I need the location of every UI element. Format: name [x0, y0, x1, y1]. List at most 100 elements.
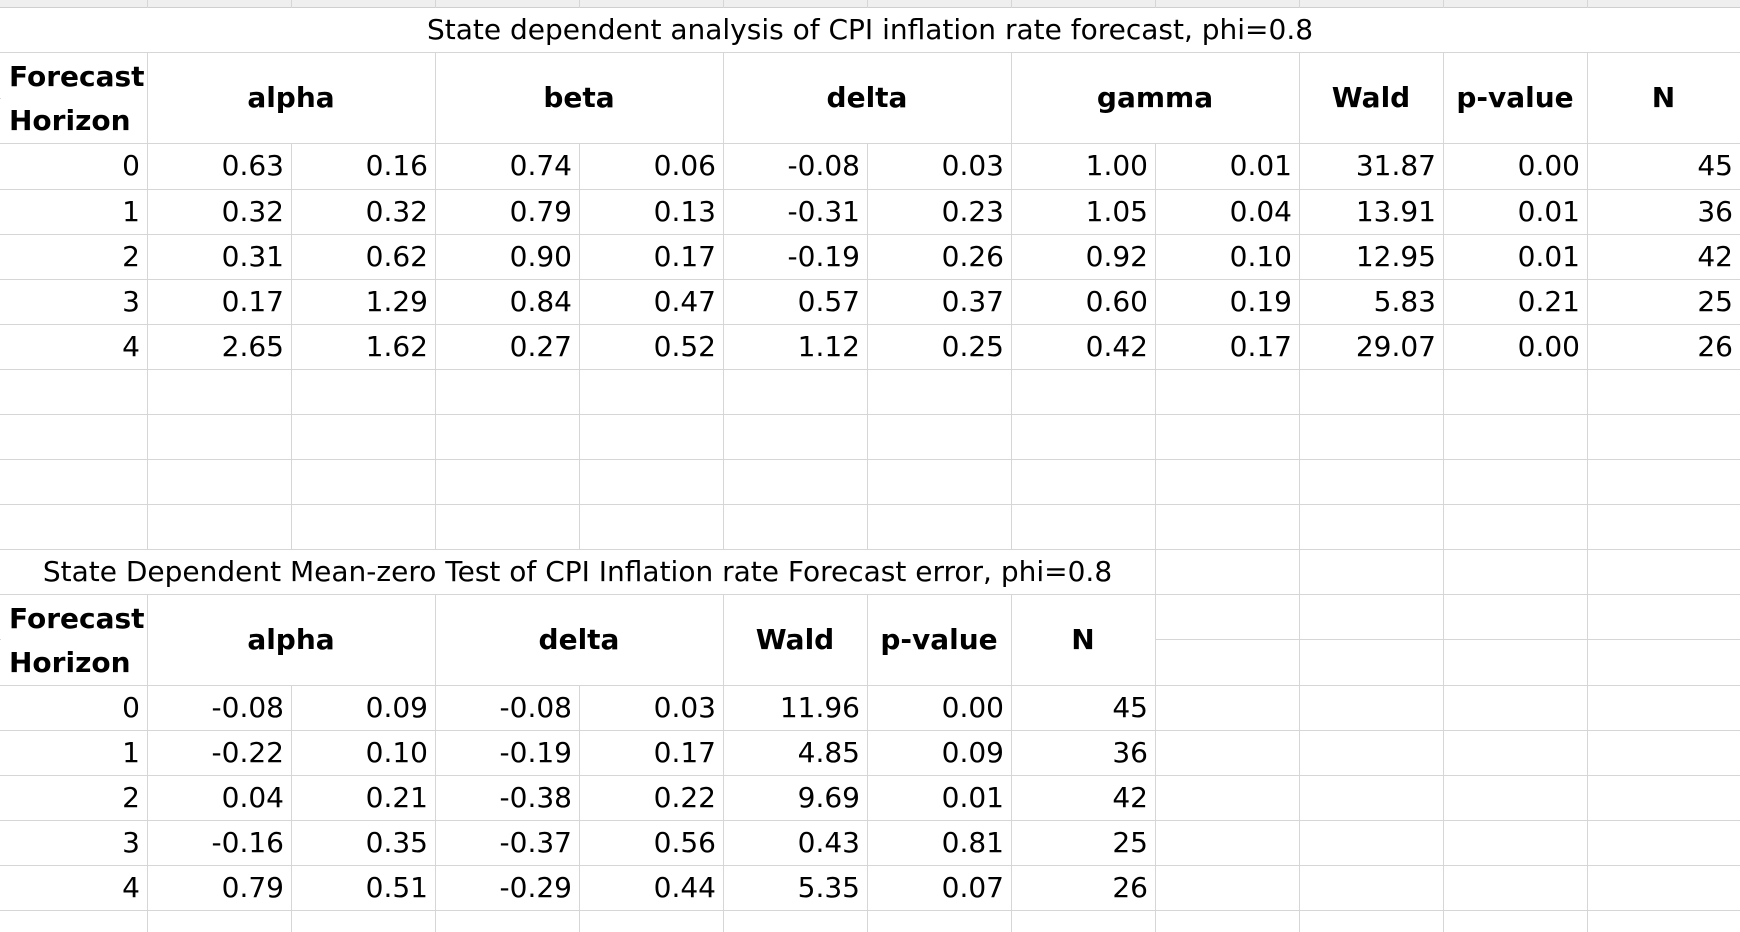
table1-cell: 0.16	[365, 149, 428, 182]
table1-header-alpha: alpha	[247, 81, 335, 114]
table1-cell: 0.90	[509, 240, 572, 273]
table2-cell: 0.01	[941, 781, 1004, 814]
table2-cell: 0.10	[365, 736, 428, 769]
table1-cell: 25	[1697, 285, 1733, 318]
table1-cell: 42	[1697, 240, 1733, 273]
table1-cell: 0.19	[1229, 285, 1292, 318]
table2-cell: -0.16	[211, 826, 284, 859]
table1-cell: 26	[1697, 330, 1733, 363]
table1-cell: 0.63	[221, 149, 284, 182]
table2-cell: 11.96	[779, 691, 860, 724]
table2-cell: -0.37	[499, 826, 572, 859]
table2-cell: 0.09	[365, 691, 428, 724]
table2-cell: 0.43	[797, 826, 860, 859]
table2-cell: 4.85	[797, 736, 860, 769]
table1-cell: 0.26	[941, 240, 1004, 273]
table2-header-delta: delta	[538, 623, 620, 656]
table1-cell: 36	[1697, 195, 1733, 228]
table1-cell: 0.37	[941, 285, 1004, 318]
table1-cell: 2	[122, 240, 140, 273]
table2-title: State Dependent Mean-zero Test of CPI In…	[42, 555, 1113, 588]
table2-header-horizon: Horizon	[9, 646, 131, 679]
table2-cell: 1	[122, 736, 140, 769]
table1-cell: 1.62	[365, 330, 428, 363]
table1-cell: 0.32	[221, 195, 284, 228]
table1-cell: 0.21	[1517, 285, 1580, 318]
table1-cell: 0.31	[221, 240, 284, 273]
table1-cell: 0.01	[1517, 195, 1580, 228]
table2-cell: 0.04	[221, 781, 284, 814]
table2-cell: 0.22	[653, 781, 716, 814]
table2-cell: 45	[1112, 691, 1148, 724]
table1-cell: 0.27	[509, 330, 572, 363]
table2-cell: 0.07	[941, 871, 1004, 904]
table1-cell: 0.17	[1229, 330, 1292, 363]
table1-cell: 0.57	[797, 285, 860, 318]
table2-cell: 0.81	[941, 826, 1004, 859]
table1-header-gamma: gamma	[1096, 81, 1214, 114]
table2-cell: -0.29	[499, 871, 572, 904]
table2-cell: 2	[122, 781, 140, 814]
table1-cell: 0.01	[1517, 240, 1580, 273]
table1-cell: 3	[122, 285, 140, 318]
table2-cell: 26	[1112, 871, 1148, 904]
table1-cell: 0.00	[1517, 330, 1580, 363]
table1-cell: 0.60	[1085, 285, 1148, 318]
table2-cell: 42	[1112, 781, 1148, 814]
table1-cell: -0.08	[787, 149, 860, 182]
table1-cell: 0.25	[941, 330, 1004, 363]
table1-cell: 1.12	[797, 330, 860, 363]
table1-cell: 1.29	[365, 285, 428, 318]
table2-cell: 0.09	[941, 736, 1004, 769]
table1-cell: 0.17	[653, 240, 716, 273]
table2-cell: -0.08	[211, 691, 284, 724]
table1-cell: 29.07	[1355, 330, 1436, 363]
table1-cell: 0.84	[509, 285, 572, 318]
table1-cell: 4	[122, 330, 140, 363]
table1-cell: 45	[1697, 149, 1733, 182]
table1-cell: 31.87	[1355, 149, 1436, 182]
table1-header-p-value: p-value	[1456, 81, 1574, 114]
table1-cell: 5.83	[1373, 285, 1436, 318]
table2-header-forecast: Forecast	[9, 602, 145, 635]
table2-cell: 5.35	[797, 871, 860, 904]
table2-cell: 0.51	[365, 871, 428, 904]
table1-cell: 0.00	[1517, 149, 1580, 182]
table1-cell: 0.52	[653, 330, 716, 363]
table1-cell: 0.74	[509, 149, 572, 182]
table1-header-n: N	[1651, 81, 1676, 114]
table1-cell: -0.19	[787, 240, 860, 273]
table1-header-horizon: Horizon	[9, 104, 131, 137]
table2-cell: 0.03	[653, 691, 716, 724]
table2-cell: -0.38	[499, 781, 572, 814]
table1-cell: 0.13	[653, 195, 716, 228]
table1-cell: 0.23	[941, 195, 1004, 228]
table1-cell: 1	[122, 195, 140, 228]
table1-cell: 12.95	[1355, 240, 1436, 273]
table2-cell: 0.35	[365, 826, 428, 859]
table1-cell: 0.92	[1085, 240, 1148, 273]
table1-title: State dependent analysis of CPI inflatio…	[426, 13, 1314, 46]
table1-cell: 0.62	[365, 240, 428, 273]
table2-header-wald: Wald	[755, 623, 835, 656]
table1-header-wald: Wald	[1331, 81, 1411, 114]
table1-cell: 0.03	[941, 149, 1004, 182]
table2-header-alpha: alpha	[247, 623, 335, 656]
table1-cell: 0.01	[1229, 149, 1292, 182]
table2-cell: 0	[122, 691, 140, 724]
table1-cell: -0.31	[787, 195, 860, 228]
table2-header-n: N	[1071, 623, 1095, 656]
table1-cell: 1.00	[1085, 149, 1148, 182]
table2-cell: 0.17	[653, 736, 716, 769]
table1-cell: 0.47	[653, 285, 716, 318]
table2-cell: 0.79	[221, 871, 284, 904]
table1-header-forecast: Forecast	[9, 60, 145, 93]
table1-cell: 0.79	[509, 195, 572, 228]
table1-cell: 13.91	[1355, 195, 1436, 228]
table1-cell: 0	[122, 149, 140, 182]
table2-cell: 0.21	[365, 781, 428, 814]
table1-cell: 1.05	[1085, 195, 1148, 228]
table1-cell: 0.32	[365, 195, 428, 228]
table1-header-beta: beta	[543, 81, 615, 114]
